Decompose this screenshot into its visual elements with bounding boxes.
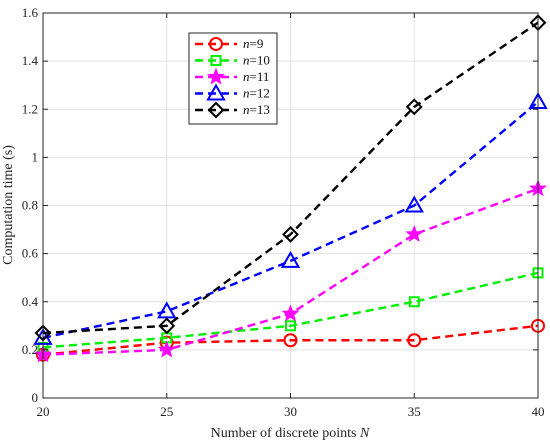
legend-label-variable: n <box>243 102 250 117</box>
legend: n=9n=10n=11n=12n=13 <box>188 32 278 125</box>
legend-label: n=9 <box>243 36 263 51</box>
data-point <box>407 333 422 348</box>
y-tick-label: 0 <box>32 390 39 405</box>
legend-label-value: =11 <box>250 69 270 84</box>
y-tick-label: 0.6 <box>22 246 39 261</box>
legend-marker <box>209 37 223 51</box>
data-point <box>405 98 423 116</box>
data-point <box>285 320 296 332</box>
legend-label: n=11 <box>243 69 269 84</box>
data-point <box>158 317 176 335</box>
x-tick-label: 35 <box>408 404 421 419</box>
legend-marker <box>210 55 222 66</box>
data-point <box>405 224 424 242</box>
series-line <box>42 324 539 356</box>
legend-entry: n=13 <box>195 101 270 119</box>
legend-entry: n=9 <box>195 36 263 51</box>
data-point <box>282 225 299 243</box>
y-tick-label: 1.6 <box>22 5 39 20</box>
legend-label-value: =13 <box>250 102 270 117</box>
x-axis-label-variable: N <box>359 426 370 441</box>
data-point <box>157 340 176 358</box>
legend-box <box>188 32 278 125</box>
series-layer <box>33 14 548 363</box>
data-point <box>283 333 298 348</box>
legend-label-variable: n <box>243 69 250 84</box>
y-tick-label: 0.4 <box>22 294 39 309</box>
y-tick-label: 1.2 <box>22 101 38 116</box>
data-point <box>404 195 424 213</box>
y-tick-label: 1.4 <box>22 53 39 68</box>
legend-label-value: =10 <box>250 53 270 68</box>
legend-label-variable: n <box>243 53 250 68</box>
y-axis-label: Computation time (s) <box>1 145 16 265</box>
data-point <box>281 304 300 322</box>
legend-marker <box>207 101 225 119</box>
legend-entry: n=11 <box>195 67 269 85</box>
x-tick-label: 25 <box>160 404 173 419</box>
legend-label: n=10 <box>243 53 270 68</box>
y-tick-label: 0.2 <box>22 342 38 357</box>
y-tick-label: 0.8 <box>22 198 38 213</box>
legend-label-variable: n <box>243 36 250 51</box>
legend-marker <box>206 83 226 101</box>
data-point <box>408 296 420 308</box>
y-tick-label: 1 <box>32 149 39 164</box>
data-point <box>157 301 177 319</box>
legend-label-variable: n <box>243 86 250 101</box>
legend-label: n=13 <box>243 102 270 117</box>
legend-marker <box>207 67 225 85</box>
legend-label-value: =9 <box>250 36 264 51</box>
series-line <box>42 101 539 340</box>
data-point <box>280 250 301 268</box>
series-line <box>42 271 539 349</box>
legend-label-value: =12 <box>250 86 270 101</box>
x-tick-label: 30 <box>284 404 297 419</box>
series-line <box>42 21 539 335</box>
legend-entry: n=10 <box>195 53 270 68</box>
x-tick-label: 40 <box>532 404 545 419</box>
x-axis-label-text: Number of discrete points <box>211 426 357 441</box>
x-tick-label: 20 <box>37 404 50 419</box>
legend-entry: n=12 <box>195 83 270 101</box>
tick-layer: 20 25 30 35 40 0 0.2 0.4 0.6 0.8 1 1.2 1.4 1.6 <box>22 5 545 419</box>
legend-label: n=12 <box>243 86 270 101</box>
x-axis-label: Number of discrete points N <box>211 426 370 441</box>
